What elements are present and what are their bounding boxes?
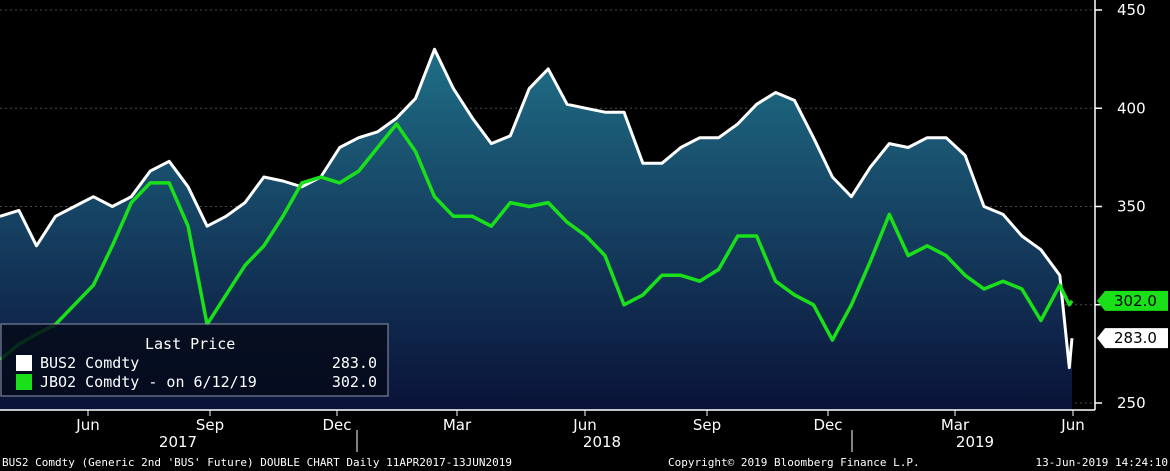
y-tick-label-450: 450 — [1117, 1, 1146, 19]
x-month-label-2: Sep — [196, 416, 224, 434]
legend-name-bus2: BUS2 Comdty — [40, 354, 139, 372]
x-month-label-6: Sep — [693, 416, 721, 434]
y-tick-label-350: 350 — [1117, 198, 1146, 216]
legend-header: Last Price — [145, 335, 235, 353]
last-value-text-bus2: 283.0 — [1114, 329, 1157, 347]
bus2-area-fill — [0, 49, 1072, 411]
jbo2-series-line — [0, 122, 1074, 362]
legend-name-jbo2: JBO2 Comdty - on 6/12/19 — [40, 373, 257, 391]
x-year-label-2019: 2019 — [956, 433, 994, 451]
legend-box — [0, 323, 389, 397]
x-month-label-8: Mar — [941, 416, 970, 434]
y-axis-ticks: 250 350 400 450 — [1095, 1, 1146, 412]
last-value-label-jbo2: 302.0 — [1097, 290, 1168, 311]
y-tick-label-250: 250 — [1117, 394, 1146, 412]
x-month-label-5: Jun — [572, 416, 596, 434]
x-month-label-4: Mar — [443, 416, 472, 434]
footer-right: 13-Jun-2019 14:24:10 — [1036, 456, 1168, 469]
legend-swatch-jbo2 — [16, 374, 32, 390]
legend-swatch-bus2 — [16, 355, 32, 371]
footer-left: BUS2 Comdty (Generic 2nd 'BUS' Future) D… — [2, 456, 512, 469]
x-year-label-2018: 2018 — [583, 433, 621, 451]
bus2-series-line — [0, 47, 1074, 370]
x-year-label-2017: 2017 — [159, 433, 197, 451]
x-month-label-1: Jun — [75, 416, 99, 434]
x-month-label-3: Dec — [322, 416, 351, 434]
legend-value-bus2: 283.0 — [332, 354, 377, 372]
x-axis-ticks — [87, 410, 1074, 416]
last-value-label-bus2: 283.0 — [1097, 328, 1168, 349]
y-tick-label-400: 400 — [1117, 99, 1146, 117]
x-month-label-9: Jun — [1060, 416, 1084, 434]
footer-center: Copyright© 2019 Bloomberg Finance L.P. — [668, 456, 920, 469]
x-month-label-7: Dec — [813, 416, 842, 434]
legend-value-jbo2: 302.0 — [332, 373, 377, 391]
last-value-text-jbo2: 302.0 — [1114, 292, 1157, 310]
legend: Last Price BUS2 Comdty 283.0 JBO2 Comdty… — [0, 323, 389, 397]
